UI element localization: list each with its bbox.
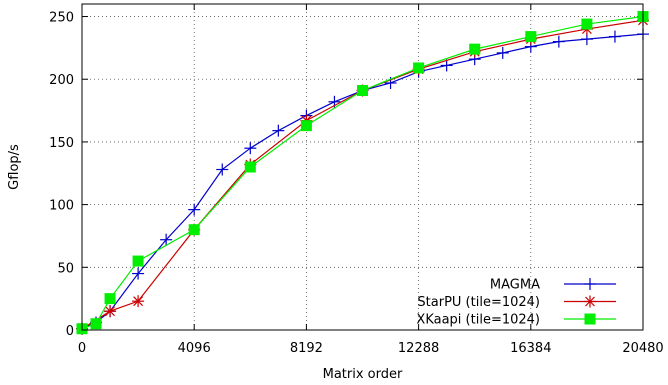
series-line <box>81 33 644 330</box>
data-point <box>244 161 256 173</box>
x-tick-label: 4096 <box>178 341 211 356</box>
axis-ticks: 0 50 100 150 200 250 0 4096 8192 12288 16384 20480 <box>49 4 664 356</box>
data-point <box>132 255 144 267</box>
legend-label: XKaapi (tile=1024) <box>416 313 540 328</box>
x-axis-title: Matrix order <box>323 367 403 382</box>
data-point <box>525 31 537 43</box>
data-point <box>440 59 453 72</box>
legend-item: StarPU (tile=1024) <box>417 295 616 310</box>
legend-marker <box>584 295 596 308</box>
x-tick-label: 0 <box>78 341 86 356</box>
data-point <box>90 318 102 330</box>
data-point <box>357 85 368 97</box>
legend-label: StarPU (tile=1024) <box>417 295 540 310</box>
plot-frame <box>81 3 644 331</box>
data-point <box>216 163 229 176</box>
data-point <box>580 33 593 46</box>
data-point <box>188 224 200 236</box>
x-tick-label: 8192 <box>290 341 323 356</box>
y-tick-label: 250 <box>49 11 74 26</box>
series-line <box>81 15 644 330</box>
data-series <box>76 11 649 335</box>
legend-marker <box>584 313 596 325</box>
y-tick-label: 50 <box>57 261 74 276</box>
data-point <box>581 18 593 30</box>
y-tick-label: 200 <box>49 73 74 88</box>
legend-label: MAGMA <box>490 278 540 293</box>
y-tick-label: 150 <box>49 136 74 151</box>
series-2 <box>76 11 649 335</box>
x-tick-label: 12288 <box>398 341 439 356</box>
data-point <box>413 62 425 74</box>
legend-marker <box>584 278 596 290</box>
data-point <box>132 295 145 308</box>
series-1 <box>76 14 649 335</box>
series-line <box>81 19 644 330</box>
x-tick-label: 16384 <box>510 341 551 356</box>
data-point <box>469 43 481 55</box>
data-point <box>300 120 312 132</box>
x-tick-label: 20480 <box>622 341 663 356</box>
legend-item: MAGMA <box>490 278 616 293</box>
legend-item: XKaapi (tile=1024) <box>416 313 616 328</box>
data-point <box>244 142 257 155</box>
y-tick-label: 100 <box>49 199 74 214</box>
legend: MAGMA StarPU (tile=1024) XKaapi (tile=1024… <box>416 278 616 328</box>
data-point <box>104 305 117 318</box>
grid-lines <box>82 4 643 330</box>
y-tick-label: 0 <box>66 324 74 339</box>
data-point <box>552 35 565 48</box>
data-point <box>132 267 145 280</box>
data-point <box>188 203 201 216</box>
data-point <box>160 233 173 246</box>
data-point <box>608 30 621 43</box>
y-axis-title: Gflop/s <box>7 144 22 190</box>
data-point <box>104 293 116 305</box>
data-point <box>496 46 509 59</box>
series-0 <box>76 28 649 335</box>
data-point <box>272 124 285 137</box>
